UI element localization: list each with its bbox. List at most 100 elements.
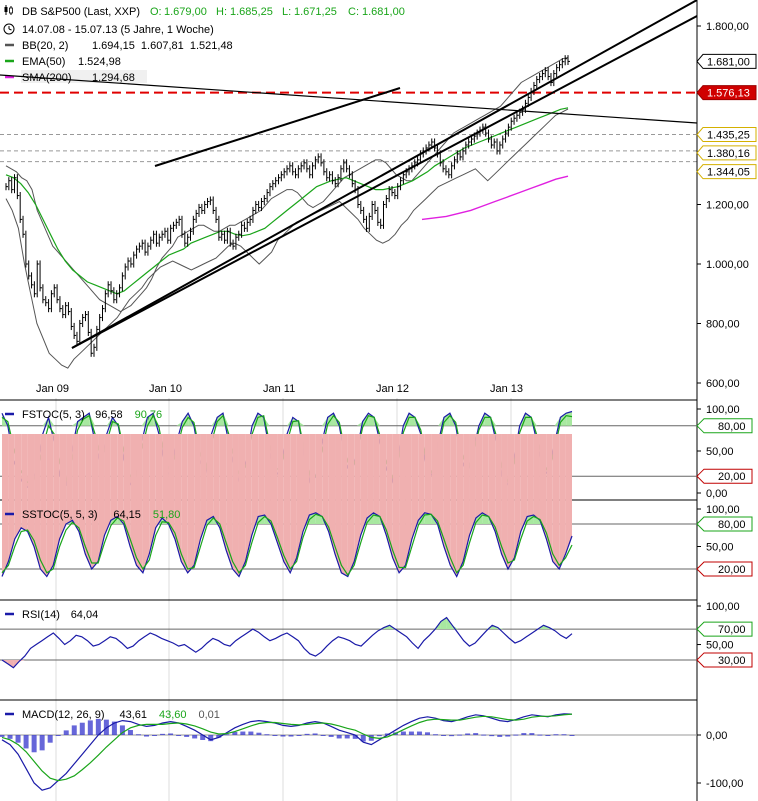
- macd-histogram-bar: [55, 735, 61, 736]
- sstoc-oversold-fill: [142, 434, 150, 573]
- ohlc-low: 1.671,25: [294, 6, 337, 18]
- macd-histogram-bar: [537, 734, 543, 736]
- macd-legend-title: MACD(12, 26, 9): [22, 709, 105, 721]
- macd-histogram-bar: [457, 734, 463, 736]
- macd-histogram-bar: [15, 735, 21, 743]
- sstoc-oversold-fill: [360, 434, 368, 536]
- sstoc-oversold-fill: [341, 434, 348, 577]
- x-axis-label: Jan 10: [149, 383, 182, 395]
- rsi-marker-label: 70,00: [718, 624, 746, 636]
- macd-histogram-bar: [216, 735, 222, 738]
- sstoc-oversold-fill: [136, 434, 143, 573]
- sstoc-oversold-fill: [8, 434, 15, 562]
- macd-histogram-bar: [200, 735, 206, 740]
- bb-upper-line: [5, 57, 569, 313]
- ema-legend-name: EMA(50): [22, 56, 65, 68]
- price-axis-label: 1.800,00: [706, 21, 749, 33]
- sstoc-oversold-fill: [123, 434, 131, 547]
- rsi-axis-label: 100,00: [706, 601, 740, 613]
- macd-histogram-bar: [264, 734, 270, 736]
- macd-series-line: [1, 713, 573, 782]
- macd-histogram-bar: [513, 734, 519, 736]
- sstoc-oversold-fill: [399, 434, 406, 573]
- rsi-legend-value: 64,04: [71, 609, 99, 621]
- fstoc-overbought-fill: [182, 413, 189, 426]
- price-marker-label: 1.681,00: [707, 56, 750, 68]
- macd-histogram-bar: [505, 735, 511, 737]
- sstoc-oversold-fill: [277, 434, 284, 562]
- sstoc-oversold-fill: [309, 434, 316, 515]
- candlestick-chart-icon: [4, 5, 13, 15]
- price-marker: 1.435,25: [696, 127, 757, 143]
- sstoc-oversold-fill: [110, 434, 118, 521]
- sstoc-oversold-fill: [213, 434, 220, 528]
- macd-histogram-bar: [296, 735, 302, 736]
- macd-histogram-bar: [449, 735, 455, 737]
- fstoc-axis-label: 0,00: [706, 488, 727, 500]
- macd-histogram-bar: [416, 731, 422, 735]
- macd-histogram-bar: [248, 731, 254, 735]
- macd-histogram-bar: [63, 730, 69, 735]
- macd-histogram-bar: [320, 735, 326, 736]
- fstoc-overbought-fill: [356, 421, 363, 426]
- sstoc-oversold-fill: [539, 434, 547, 539]
- fstoc-legend-title: FSTOC(5, 3): [22, 409, 85, 421]
- macd-axis-label: -100,00: [706, 778, 743, 790]
- fstoc-overbought-fill: [298, 421, 305, 426]
- price-marker-tag: [696, 127, 757, 143]
- sstoc-overbought-fill: [206, 516, 214, 524]
- macd-histogram-bar: [192, 735, 198, 739]
- macd-histogram-bar: [312, 733, 318, 735]
- sstoc-oversold-fill: [315, 434, 323, 517]
- macd-histogram-bar: [39, 735, 45, 751]
- sstoc-oversold-fill: [392, 434, 400, 573]
- macd-histogram-bar: [553, 734, 559, 736]
- rsi-oversold-fill: [7, 659, 14, 668]
- sstoc-oversold-fill: [245, 434, 252, 562]
- sstoc-oversold-fill: [187, 434, 195, 573]
- price-axis-label: 1.000,00: [706, 259, 749, 271]
- x-axis-label: Jan 13: [490, 383, 523, 395]
- sstoc-oversold-fill: [251, 434, 259, 536]
- macd-histogram-bar: [424, 732, 430, 735]
- macd-histogram-bar: [384, 733, 390, 735]
- fstoc-overbought-fill: [211, 417, 218, 426]
- sma-legend-highlight: [21, 70, 147, 83]
- macd-histogram-bar: [79, 722, 85, 735]
- macd-histogram-bar: [376, 735, 382, 737]
- macd-legend-value: 0,01: [199, 709, 220, 721]
- fstoc-overbought-fill: [566, 411, 572, 426]
- sstoc-oversold-fill: [226, 434, 233, 569]
- macd-histogram-bar: [95, 718, 101, 735]
- ohlc-high-label: H:: [216, 6, 227, 18]
- sstoc-oversold-fill: [194, 434, 201, 566]
- sstoc-oversold-fill: [66, 434, 73, 524]
- fstoc-overbought-fill: [409, 413, 415, 426]
- sstoc-oversold-fill: [174, 434, 182, 562]
- macd-histogram-bar: [272, 735, 278, 736]
- macd-series-line: [1, 713, 573, 791]
- sstoc-oversold-fill: [463, 434, 470, 562]
- macd-histogram-bar: [208, 735, 214, 742]
- macd-histogram-bar: [497, 735, 503, 737]
- x-axis-label: Jan 09: [36, 383, 69, 395]
- sstoc-oversold-fill: [424, 434, 432, 515]
- rsi-axis-label: 50,00: [706, 640, 734, 652]
- macd-histogram-bar: [344, 735, 350, 739]
- sstoc-marker-label: 80,00: [718, 519, 746, 531]
- sstoc-oversold-fill: [437, 434, 444, 547]
- sstoc-oversold-fill: [264, 434, 271, 524]
- fstoc-overbought-fill: [106, 417, 113, 426]
- fstoc-marker-tag: [696, 418, 753, 434]
- sstoc-oversold-fill: [546, 434, 553, 562]
- macd-histogram-bar: [561, 734, 567, 736]
- sstoc-oversold-fill: [270, 434, 278, 543]
- macd-histogram-bar: [119, 725, 125, 735]
- bb-legend-name: BB(20, 2): [22, 40, 68, 52]
- fstoc-marker-tag: [696, 468, 753, 484]
- price-marker-tag: [696, 145, 757, 161]
- sstoc-oversold-fill: [296, 434, 304, 558]
- sstoc-oversold-fill: [130, 434, 137, 566]
- sstoc-oversold-fill: [507, 434, 515, 569]
